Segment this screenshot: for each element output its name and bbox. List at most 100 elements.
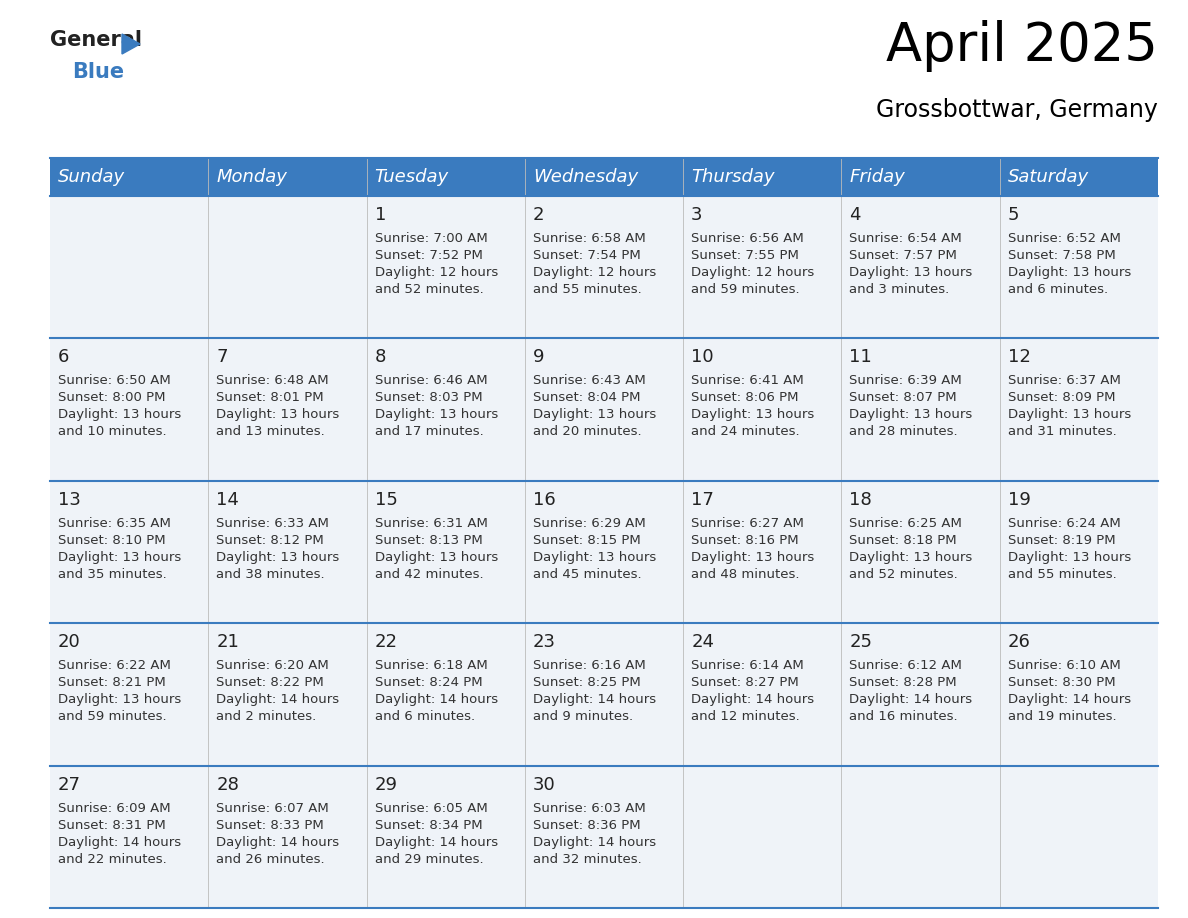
Text: Blue: Blue: [72, 62, 124, 82]
Text: 24: 24: [691, 633, 714, 651]
Text: Daylight: 12 hours: Daylight: 12 hours: [533, 266, 656, 279]
Text: Sunrise: 6:52 AM: Sunrise: 6:52 AM: [1007, 232, 1120, 245]
Text: Daylight: 13 hours: Daylight: 13 hours: [533, 551, 656, 564]
Text: Sunset: 8:07 PM: Sunset: 8:07 PM: [849, 391, 958, 405]
Text: Daylight: 13 hours: Daylight: 13 hours: [58, 409, 182, 421]
Text: Sunrise: 6:29 AM: Sunrise: 6:29 AM: [533, 517, 645, 530]
Text: and 52 minutes.: and 52 minutes.: [849, 568, 959, 581]
Text: Sunset: 8:04 PM: Sunset: 8:04 PM: [533, 391, 640, 405]
Text: 30: 30: [533, 776, 556, 793]
Text: 11: 11: [849, 349, 872, 366]
Text: Daylight: 13 hours: Daylight: 13 hours: [216, 551, 340, 564]
Text: Thursday: Thursday: [691, 168, 775, 186]
Text: and 17 minutes.: and 17 minutes.: [374, 425, 484, 439]
Text: and 42 minutes.: and 42 minutes.: [374, 568, 484, 581]
Text: Daylight: 14 hours: Daylight: 14 hours: [216, 693, 340, 706]
Text: and 16 minutes.: and 16 minutes.: [849, 711, 958, 723]
Text: Sunrise: 6:05 AM: Sunrise: 6:05 AM: [374, 801, 487, 814]
Text: 18: 18: [849, 491, 872, 509]
Text: Sunrise: 6:16 AM: Sunrise: 6:16 AM: [533, 659, 645, 672]
Text: Daylight: 14 hours: Daylight: 14 hours: [374, 835, 498, 848]
Text: 15: 15: [374, 491, 398, 509]
Text: Sunrise: 6:22 AM: Sunrise: 6:22 AM: [58, 659, 171, 672]
Text: Sunday: Sunday: [58, 168, 125, 186]
Text: Sunrise: 6:35 AM: Sunrise: 6:35 AM: [58, 517, 171, 530]
Text: 23: 23: [533, 633, 556, 651]
Text: Sunrise: 6:18 AM: Sunrise: 6:18 AM: [374, 659, 487, 672]
Text: Daylight: 14 hours: Daylight: 14 hours: [374, 693, 498, 706]
Text: Sunset: 8:16 PM: Sunset: 8:16 PM: [691, 533, 798, 547]
Text: Sunrise: 6:09 AM: Sunrise: 6:09 AM: [58, 801, 171, 814]
Text: Daylight: 13 hours: Daylight: 13 hours: [58, 551, 182, 564]
Text: and 22 minutes.: and 22 minutes.: [58, 853, 166, 866]
Text: 21: 21: [216, 633, 239, 651]
Text: Daylight: 14 hours: Daylight: 14 hours: [1007, 693, 1131, 706]
Text: and 6 minutes.: and 6 minutes.: [374, 711, 475, 723]
Text: General: General: [50, 30, 143, 50]
Text: Sunset: 8:36 PM: Sunset: 8:36 PM: [533, 819, 640, 832]
Text: and 20 minutes.: and 20 minutes.: [533, 425, 642, 439]
Text: Sunrise: 6:10 AM: Sunrise: 6:10 AM: [1007, 659, 1120, 672]
Text: 25: 25: [849, 633, 872, 651]
Text: and 28 minutes.: and 28 minutes.: [849, 425, 958, 439]
Text: Sunrise: 6:43 AM: Sunrise: 6:43 AM: [533, 375, 645, 387]
Text: Sunrise: 6:20 AM: Sunrise: 6:20 AM: [216, 659, 329, 672]
Text: Sunset: 8:03 PM: Sunset: 8:03 PM: [374, 391, 482, 405]
Text: Daylight: 13 hours: Daylight: 13 hours: [1007, 266, 1131, 279]
Text: Daylight: 14 hours: Daylight: 14 hours: [533, 693, 656, 706]
Text: and 12 minutes.: and 12 minutes.: [691, 711, 800, 723]
Text: Sunset: 8:33 PM: Sunset: 8:33 PM: [216, 819, 324, 832]
Text: Sunrise: 6:46 AM: Sunrise: 6:46 AM: [374, 375, 487, 387]
Text: 28: 28: [216, 776, 239, 793]
Text: Sunset: 8:31 PM: Sunset: 8:31 PM: [58, 819, 166, 832]
Text: Sunrise: 6:58 AM: Sunrise: 6:58 AM: [533, 232, 645, 245]
Text: Sunset: 8:12 PM: Sunset: 8:12 PM: [216, 533, 324, 547]
Text: and 48 minutes.: and 48 minutes.: [691, 568, 800, 581]
Bar: [50, 339, 1158, 481]
Text: Wednesday: Wednesday: [533, 168, 638, 186]
Text: 22: 22: [374, 633, 398, 651]
Text: and 26 minutes.: and 26 minutes.: [216, 853, 324, 866]
Bar: [50, 158, 1158, 196]
Text: Sunset: 8:24 PM: Sunset: 8:24 PM: [374, 677, 482, 689]
Text: Sunset: 7:58 PM: Sunset: 7:58 PM: [1007, 249, 1116, 262]
Text: and 29 minutes.: and 29 minutes.: [374, 853, 484, 866]
Text: 10: 10: [691, 349, 714, 366]
Text: Daylight: 13 hours: Daylight: 13 hours: [58, 693, 182, 706]
Text: Daylight: 12 hours: Daylight: 12 hours: [374, 266, 498, 279]
Text: and 3 minutes.: and 3 minutes.: [849, 283, 949, 296]
Text: Monday: Monday: [216, 168, 287, 186]
Text: and 55 minutes.: and 55 minutes.: [533, 283, 642, 296]
Text: 26: 26: [1007, 633, 1030, 651]
Text: 14: 14: [216, 491, 239, 509]
Text: and 2 minutes.: and 2 minutes.: [216, 711, 316, 723]
Text: 16: 16: [533, 491, 556, 509]
Text: Sunrise: 6:07 AM: Sunrise: 6:07 AM: [216, 801, 329, 814]
Text: and 9 minutes.: and 9 minutes.: [533, 711, 633, 723]
Text: Daylight: 13 hours: Daylight: 13 hours: [374, 551, 498, 564]
Bar: [50, 766, 1158, 908]
Text: Sunset: 8:09 PM: Sunset: 8:09 PM: [1007, 391, 1116, 405]
Text: Grossbottwar, Germany: Grossbottwar, Germany: [876, 98, 1158, 122]
Text: 7: 7: [216, 349, 228, 366]
Text: 8: 8: [374, 349, 386, 366]
Text: and 19 minutes.: and 19 minutes.: [1007, 711, 1117, 723]
Text: Daylight: 13 hours: Daylight: 13 hours: [691, 551, 815, 564]
Text: 29: 29: [374, 776, 398, 793]
Text: Sunset: 7:52 PM: Sunset: 7:52 PM: [374, 249, 482, 262]
Text: Daylight: 13 hours: Daylight: 13 hours: [849, 409, 973, 421]
Text: and 13 minutes.: and 13 minutes.: [216, 425, 326, 439]
Text: and 55 minutes.: and 55 minutes.: [1007, 568, 1117, 581]
Text: Daylight: 13 hours: Daylight: 13 hours: [1007, 551, 1131, 564]
Bar: [50, 196, 1158, 339]
Text: Friday: Friday: [849, 168, 905, 186]
Text: 12: 12: [1007, 349, 1030, 366]
Text: Daylight: 14 hours: Daylight: 14 hours: [58, 835, 181, 848]
Text: Sunrise: 6:33 AM: Sunrise: 6:33 AM: [216, 517, 329, 530]
Bar: [50, 623, 1158, 766]
Text: and 45 minutes.: and 45 minutes.: [533, 568, 642, 581]
Text: Sunrise: 6:39 AM: Sunrise: 6:39 AM: [849, 375, 962, 387]
Text: and 31 minutes.: and 31 minutes.: [1007, 425, 1117, 439]
Text: April 2025: April 2025: [886, 20, 1158, 72]
Text: 17: 17: [691, 491, 714, 509]
